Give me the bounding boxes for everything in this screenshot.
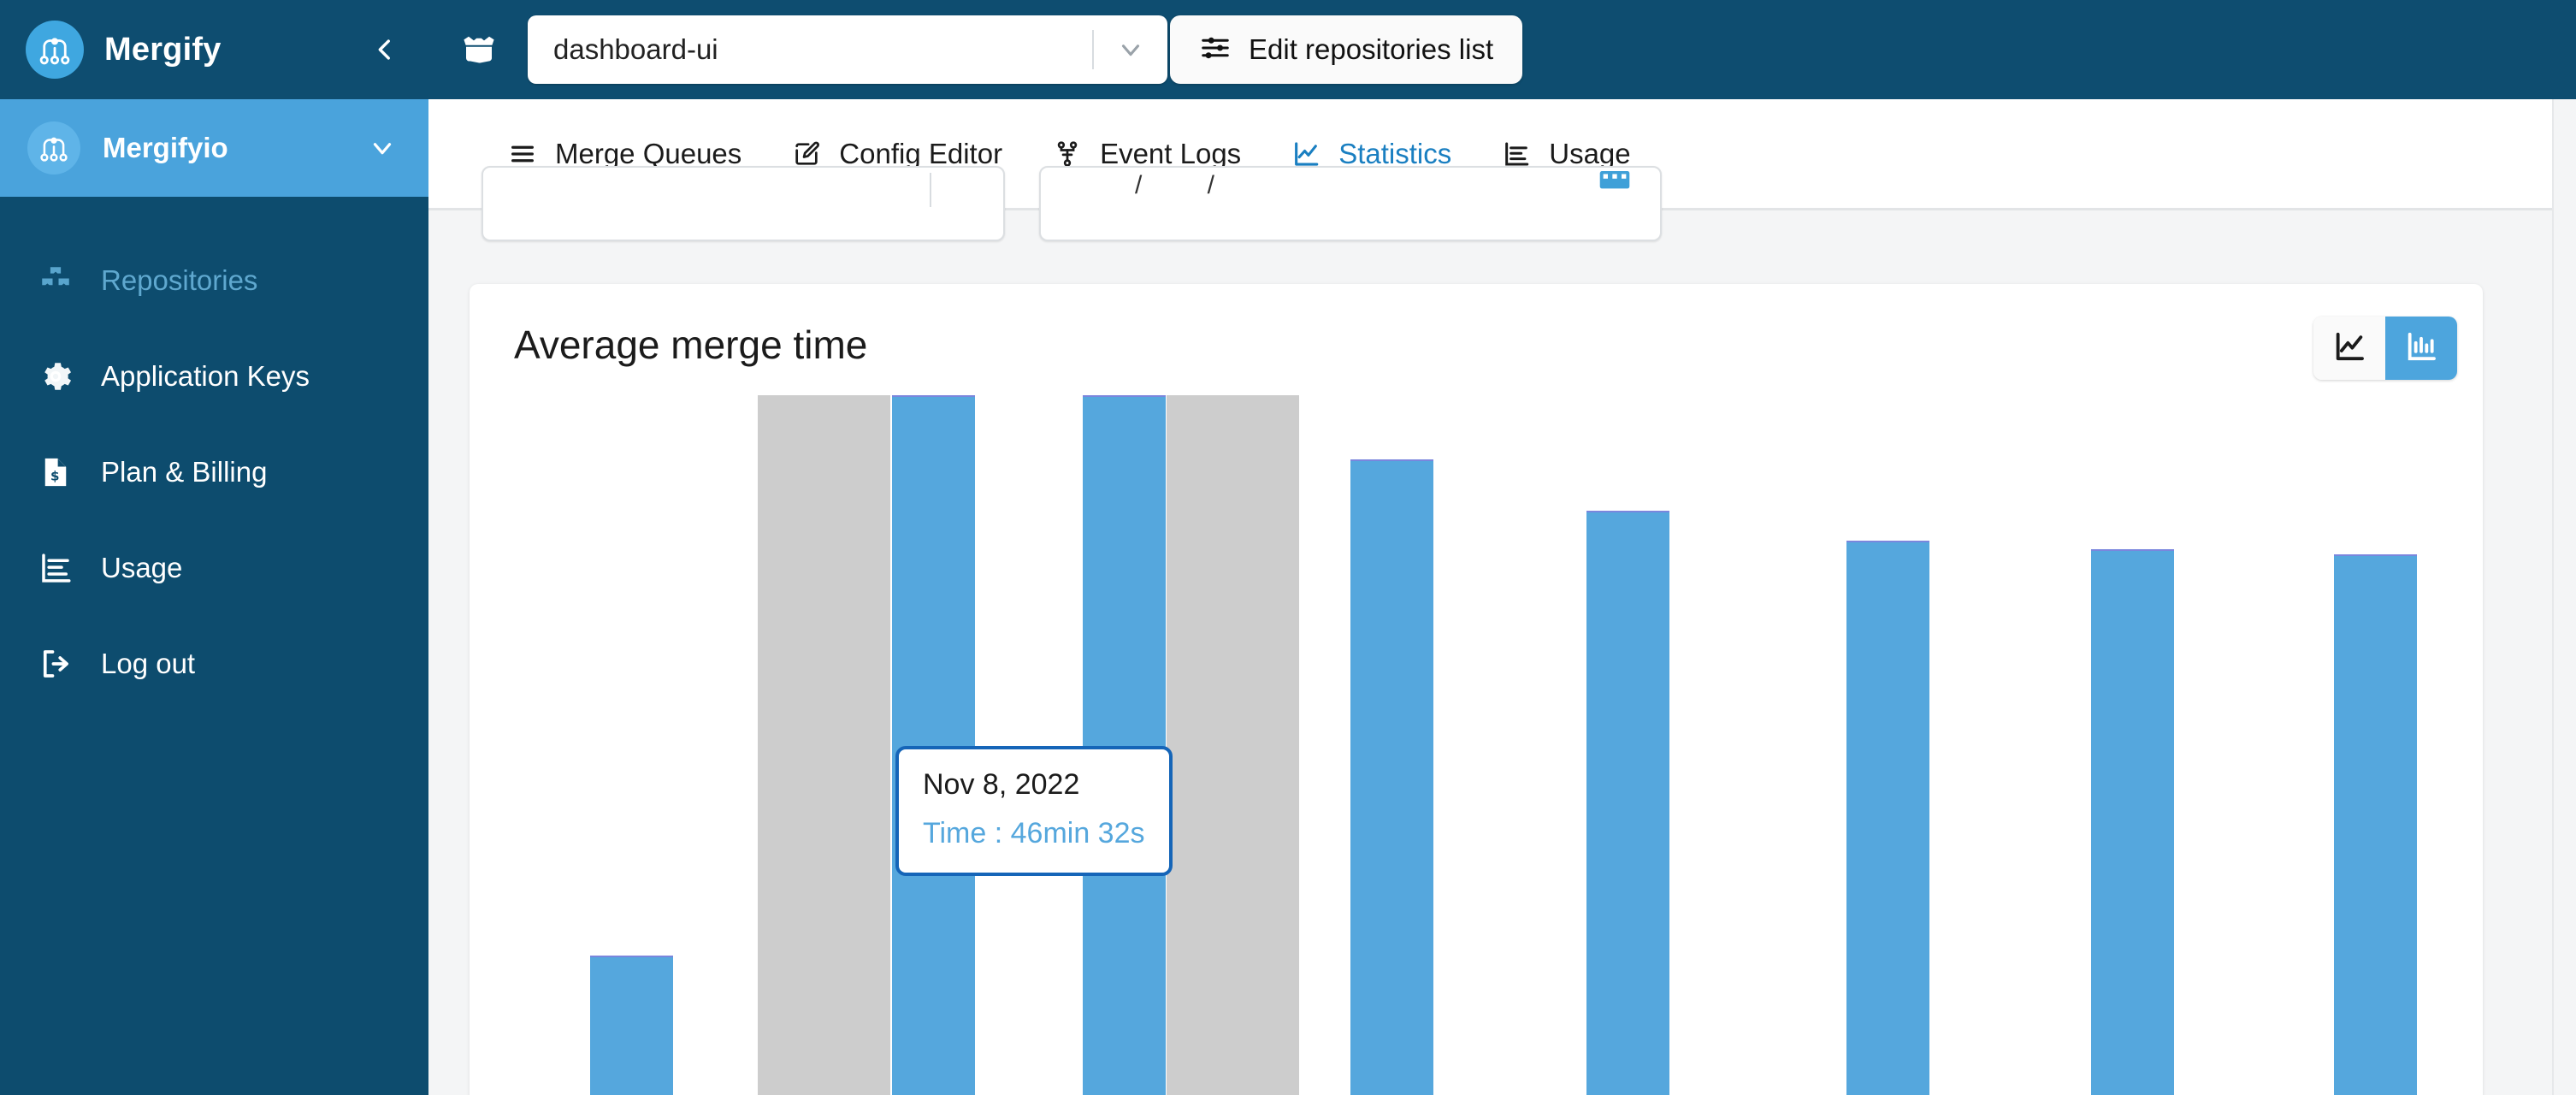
tab-label: Usage (1549, 137, 1631, 169)
list-icon (505, 137, 540, 171)
chevron-left-icon[interactable] (359, 24, 411, 75)
chart-bar[interactable] (1083, 395, 1166, 1095)
bar-chart-icon (2404, 329, 2438, 368)
tab-usage[interactable]: Usage (1475, 99, 1654, 210)
chart-bar[interactable] (590, 956, 673, 1095)
top-header: Mergify dashboard-ui (0, 0, 2576, 99)
sidebar-item-label: Plan & Billing (101, 456, 268, 488)
mergify-logo-icon (26, 21, 84, 79)
bar-chart-plot (470, 378, 2483, 1095)
line-chart-icon (1289, 137, 1323, 171)
tab-config-editor[interactable]: Config Editor (765, 99, 1026, 210)
sidebar-item-label: Application Keys (101, 360, 310, 392)
github-repo-icon[interactable] (455, 26, 503, 74)
date-range-picker[interactable]: / / (1039, 166, 1662, 241)
queue-filter-select[interactable] (482, 166, 1005, 241)
tab-label: Merge Queues (555, 137, 742, 169)
chart-bar[interactable] (1846, 541, 1929, 1095)
svg-text:$: $ (50, 468, 59, 483)
org-name: Mergifyio (103, 132, 228, 163)
vertical-scrollbar[interactable] (2552, 99, 2576, 1095)
chart-type-toggle (2313, 317, 2457, 380)
edit-repositories-list-label: Edit repositories list (1249, 33, 1494, 65)
sidebar-item-label: Usage (101, 552, 183, 583)
chart-bar[interactable] (892, 395, 975, 1095)
chevron-down-icon[interactable] (1094, 35, 1167, 64)
bar-chart-toggle-button[interactable] (2385, 317, 2457, 380)
chart-bar[interactable] (2091, 549, 2174, 1095)
filter-row: / / (482, 166, 2449, 262)
main-content: Merge Queues Config Editor (428, 99, 2576, 1095)
bar-hover-highlight (1167, 395, 1299, 1095)
gear-icon (36, 357, 75, 396)
bar-hover-highlight (758, 395, 890, 1095)
calendar-icon[interactable] (1598, 171, 1631, 190)
org-switcher[interactable]: Mergifyio (0, 99, 428, 197)
brand: Mergify (0, 21, 325, 79)
tab-label: Event Logs (1100, 137, 1242, 169)
page-title: Average merge time (514, 323, 868, 367)
line-chart-icon (2332, 329, 2366, 368)
sidebar-item-log-out[interactable]: Log out (0, 616, 428, 712)
edit-icon (789, 137, 824, 171)
sidebar-item-label: Repositories (101, 264, 258, 296)
chevron-down-icon[interactable] (363, 133, 401, 163)
chart-bar[interactable] (2334, 554, 2417, 1095)
repository-select[interactable]: dashboard-ui (528, 15, 1167, 84)
sidebar-nav: Repositories Application Keys $ (0, 197, 428, 712)
sidebar-item-application-keys[interactable]: Application Keys (0, 328, 428, 424)
repository-select-value: dashboard-ui (553, 33, 718, 65)
brand-name: Mergify (104, 31, 222, 68)
logout-icon (36, 644, 75, 684)
sidebar-item-plan-billing[interactable]: $ Plan & Billing (0, 424, 428, 520)
tab-merge-queues[interactable]: Merge Queues (482, 99, 765, 210)
chart-tooltip: Nov 8, 2022 Time : 46min 32s (895, 746, 1173, 876)
edit-repositories-list-button[interactable]: Edit repositories list (1170, 15, 1523, 84)
tab-event-logs[interactable]: Event Logs (1026, 99, 1265, 210)
average-merge-time-card: Average merge time (470, 284, 2483, 1095)
invoice-icon: $ (36, 453, 75, 492)
sidebar-item-usage[interactable]: Usage (0, 520, 428, 616)
bar-list-icon (1499, 137, 1533, 171)
sidebar-item-label: Log out (101, 648, 196, 679)
tab-label: Statistics (1338, 137, 1452, 169)
git-nodes-icon (1050, 137, 1084, 171)
sliders-icon (1199, 32, 1232, 68)
chart-bar[interactable] (1350, 459, 1433, 1095)
boxes-icon (36, 261, 75, 300)
chart-bar[interactable] (1586, 511, 1669, 1095)
divider (930, 173, 931, 207)
sidebar-item-repositories[interactable]: Repositories (0, 233, 428, 328)
divider (1092, 30, 1094, 69)
bar-list-icon (36, 548, 75, 588)
date-range-value: / / (1135, 171, 1244, 199)
sidebar: Mergifyio Repositories (0, 99, 428, 1095)
line-chart-toggle-button[interactable] (2313, 317, 2385, 380)
tooltip-date: Nov 8, 2022 (923, 768, 1080, 801)
mergify-logo-icon (27, 121, 80, 175)
tab-label: Config Editor (839, 137, 1003, 169)
tooltip-value: Time : 46min 32s (923, 817, 1145, 849)
